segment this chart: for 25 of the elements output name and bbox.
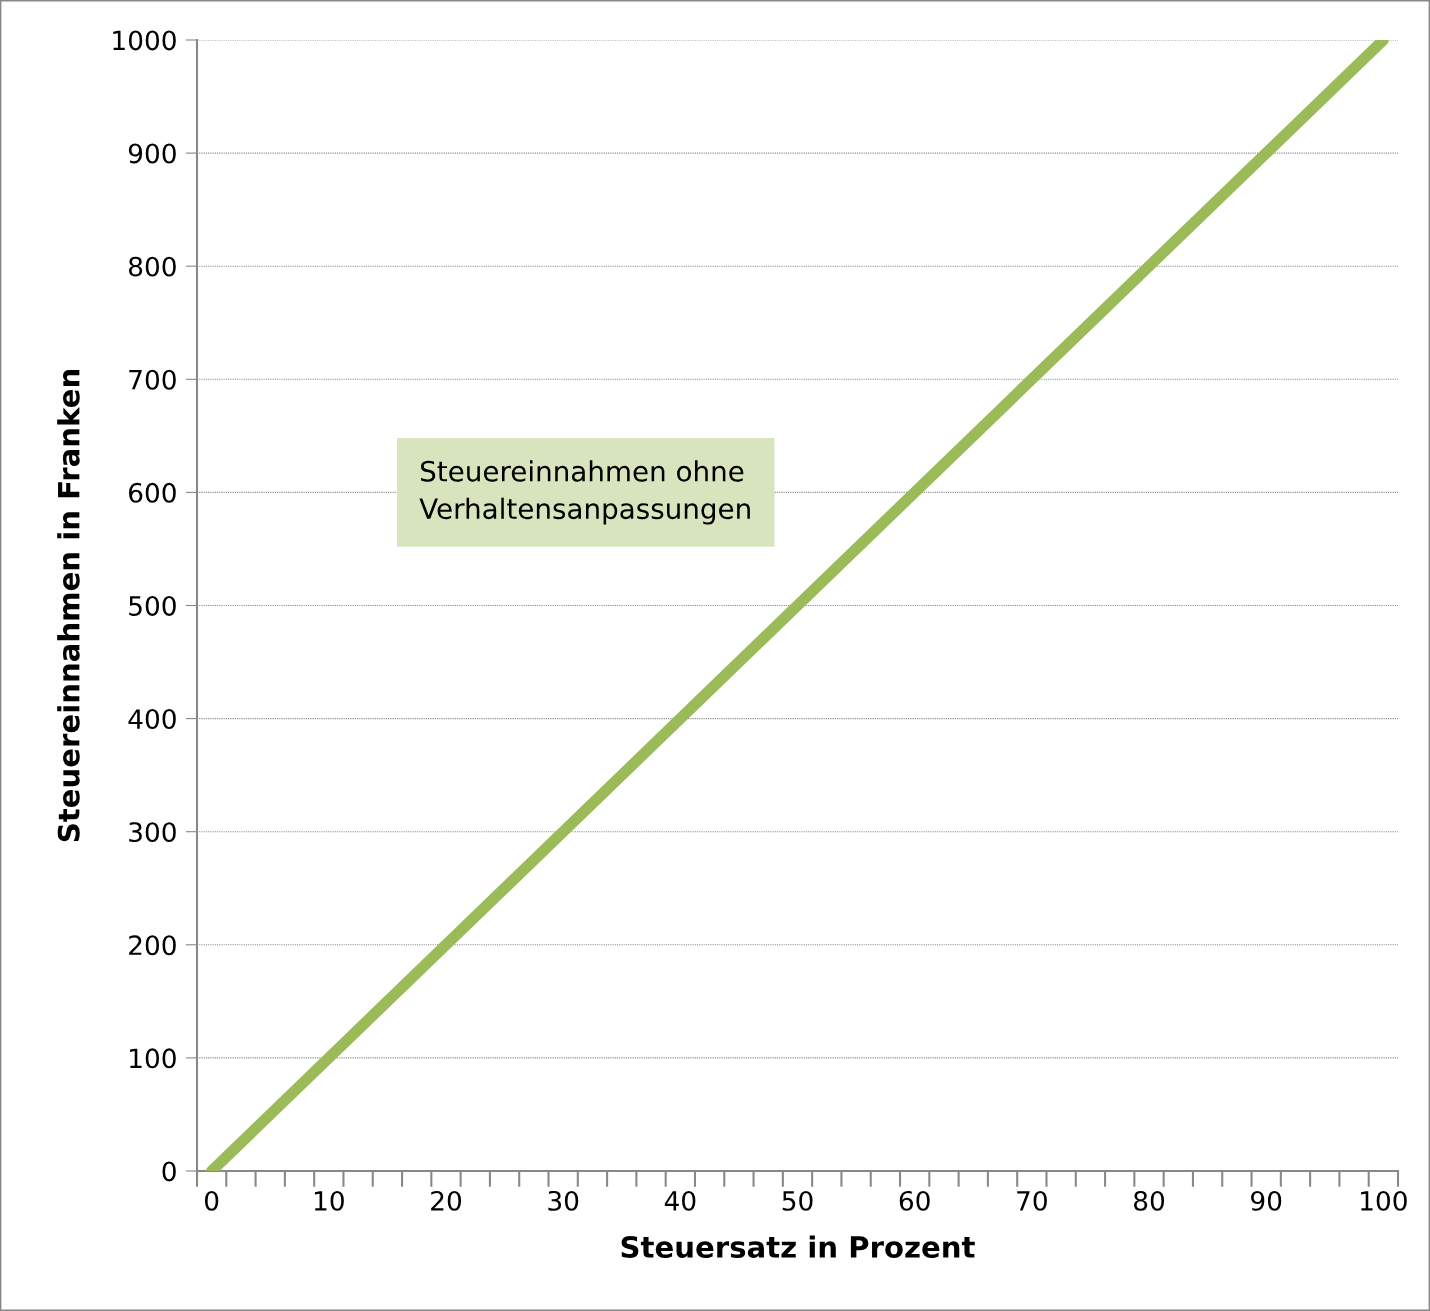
x-tick-label: 80 — [1134, 1190, 1165, 1211]
x-tick-label: 30 — [548, 1190, 579, 1211]
x-tick-label: 10 — [314, 1190, 344, 1211]
y-tick-label: 100 — [130, 1048, 176, 1069]
x-tick-label: 100 — [1361, 1190, 1407, 1211]
y-tick-label: 0 — [162, 1161, 176, 1182]
annotation: Steuereinnahmen ohne Verhaltensanpassungen — [419, 460, 750, 525]
x-tick-label: 70 — [1017, 1190, 1047, 1211]
y-tick-label: 500 — [129, 595, 176, 616]
y-tick-label: 800 — [128, 256, 176, 277]
y-tick-label: 900 — [128, 143, 176, 164]
y-tick-label: 1000 — [113, 30, 176, 51]
x-tick-label: 0 — [204, 1190, 219, 1211]
y-axis-title: Steuereinnahmen in Franken — [57, 370, 80, 842]
x-tick-label: 90 — [1251, 1190, 1282, 1211]
x-axis-title: Steuersatz in Prozent — [621, 1235, 975, 1259]
x-tick-label: 60 — [899, 1190, 930, 1211]
x-tick-label: 50 — [782, 1190, 813, 1211]
y-tick-label: 300 — [129, 822, 176, 843]
y-tick-label: 400 — [128, 709, 176, 729]
y-tick-label: 600 — [129, 482, 176, 503]
x-tick-label: 40 — [664, 1190, 696, 1211]
y-tick-label: 700 — [129, 369, 176, 390]
x-tick-label: 20 — [431, 1190, 462, 1211]
y-tick-label: 200 — [129, 935, 176, 956]
